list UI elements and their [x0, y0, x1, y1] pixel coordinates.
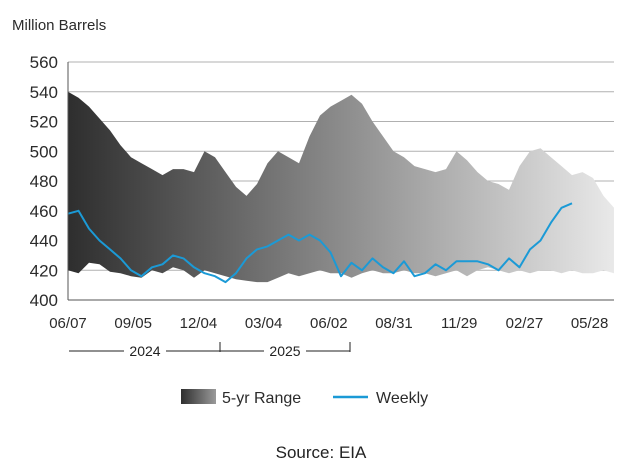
x-tick-label: 12/04 — [180, 315, 218, 332]
y-tick-label: 460 — [30, 202, 58, 221]
source-note: Source: EIA — [275, 443, 367, 462]
y-tick-label: 420 — [30, 261, 58, 280]
legend-label-range: 5-yr Range — [222, 390, 301, 407]
axes — [67, 62, 614, 301]
y-tick-label: 540 — [30, 83, 58, 102]
year-label: 2024 — [129, 343, 160, 359]
x-tick-label: 06/07 — [49, 315, 87, 332]
x-tick-label: 11/29 — [441, 315, 477, 332]
five-year-range-area — [68, 91, 614, 283]
year-brackets: 2024 2025 — [69, 342, 351, 359]
y-tick-label: 440 — [30, 232, 58, 251]
year-label: 2025 — [269, 343, 300, 359]
weekly-series-line — [67, 202, 573, 284]
year-label-backdrop — [264, 343, 306, 359]
x-tick-label: 08/31 — [375, 315, 413, 332]
x-tick-label: 09/05 — [114, 315, 152, 332]
x-tick-label: 02/27 — [506, 315, 544, 332]
legend-swatch-range — [181, 389, 216, 404]
y-tick-label: 400 — [30, 291, 58, 310]
weekly-series-layer — [67, 202, 573, 284]
x-tick-label: 05/28 — [571, 315, 609, 332]
y-tick-label: 480 — [30, 172, 58, 191]
y-tick-labels: 400 420 440 460 480 500 520 540 560 — [30, 53, 58, 310]
legend-label-weekly: Weekly — [376, 390, 428, 407]
y-axis-label: Million Barrels — [12, 17, 106, 34]
x-tick-label: 06/02 — [310, 315, 348, 332]
y-tick-label: 500 — [30, 142, 58, 161]
y-tick-label: 560 — [30, 53, 58, 72]
year-label-backdrop — [124, 343, 166, 359]
x-tick-label: 03/04 — [245, 315, 283, 332]
range-area-layer — [68, 91, 614, 283]
legend: 5-yr Range Weekly — [181, 389, 428, 407]
y-tick-label: 520 — [30, 113, 58, 132]
x-tick-labels: 06/07 09/05 12/04 03/04 06/02 08/31 11/29 02/27… — [49, 315, 608, 332]
